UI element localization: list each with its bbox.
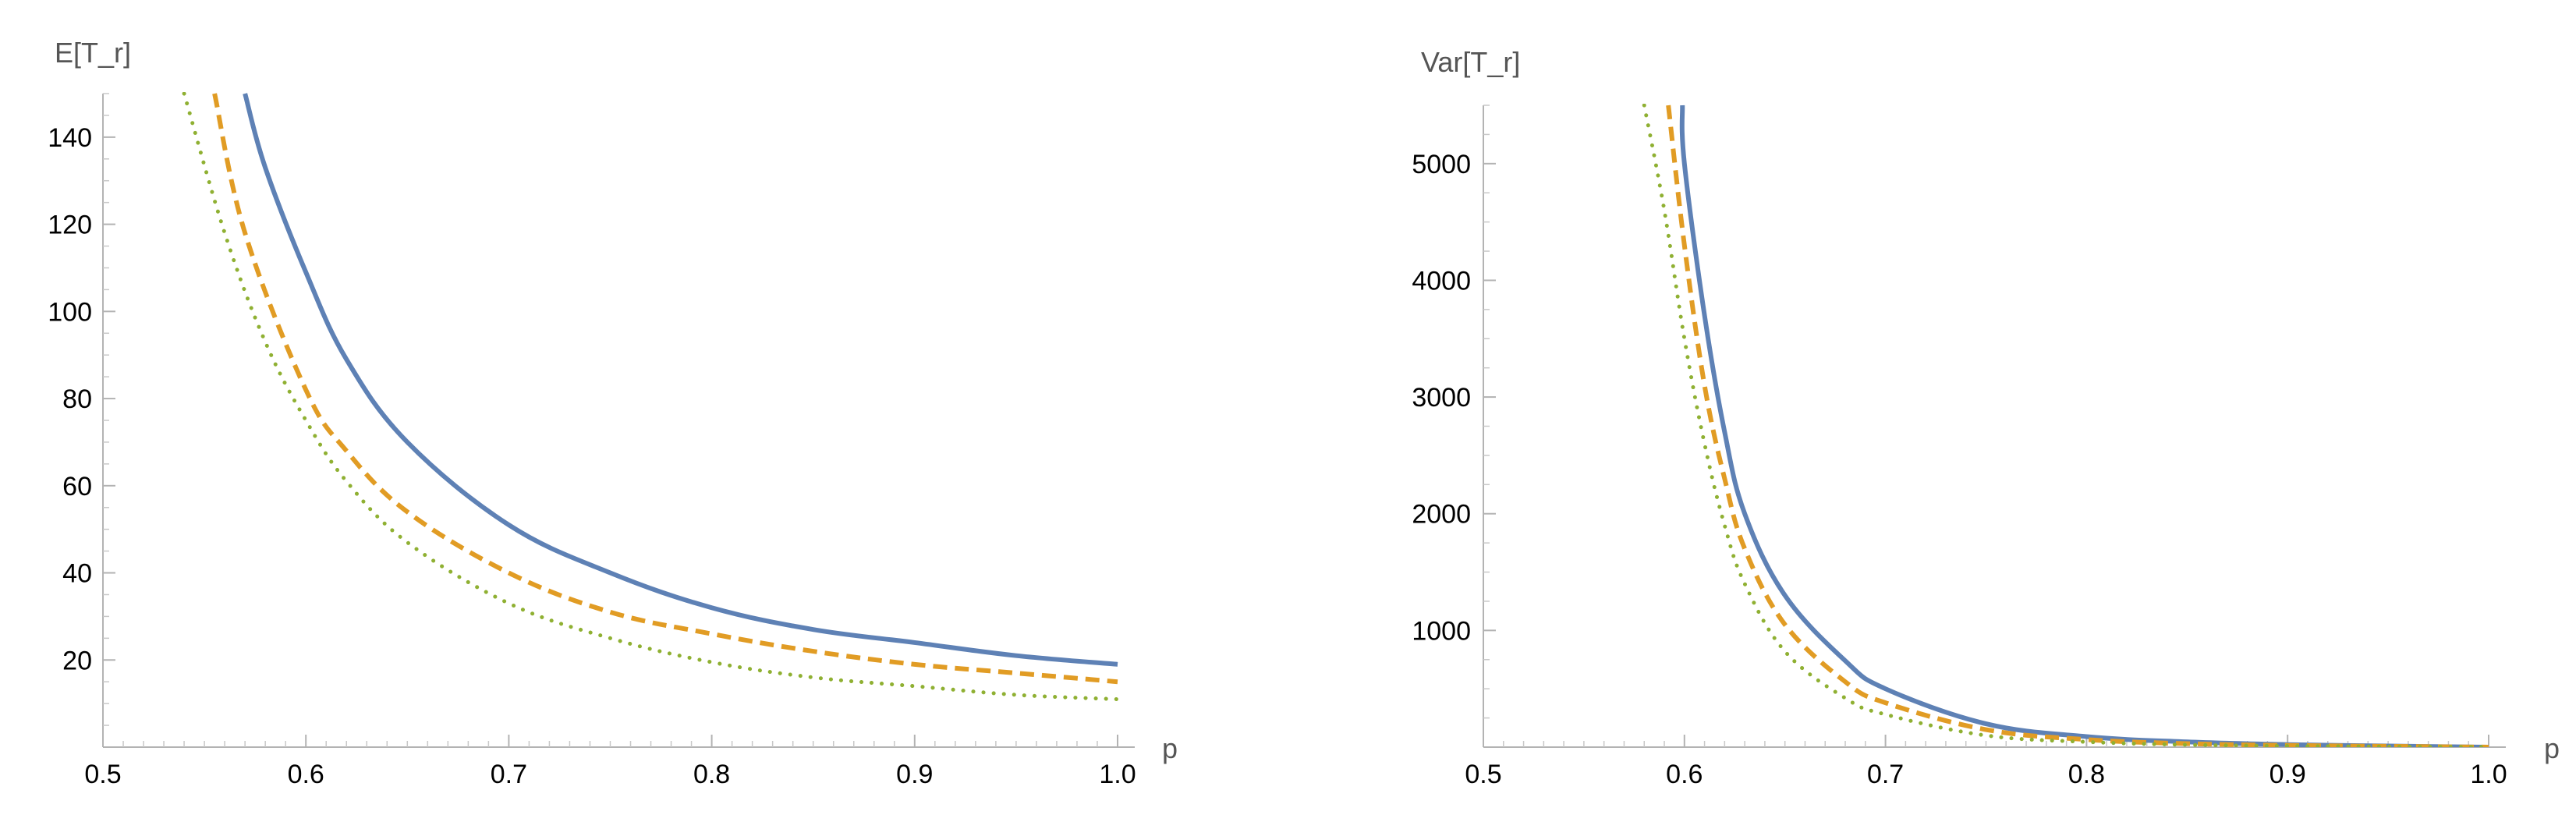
x-tick-label: 0.7 [491,760,527,789]
series-line-series-1 [243,93,1118,667]
y-tick-label: 2000 [1412,500,1471,530]
x-tick-label: 0.7 [1867,760,1904,789]
y-axis-label: Var[T_r] [1421,46,1520,78]
y-tick-label: 140 [48,123,92,153]
y-tick-label: 3000 [1412,383,1471,413]
y-tick-label: 1000 [1412,616,1471,646]
series-line-series-2 [1666,105,2489,747]
y-tick-label: 80 [62,384,92,414]
x-tick-label: 0.9 [2270,760,2306,789]
x-tick-label: 0.8 [693,760,730,789]
y-tick-label: 5000 [1412,150,1471,179]
chart-panel-1: 0.5 0.6 0.7 0.8 0.9 1.0 20 40 60 80 100 120 140 E[T_r… [48,37,1178,789]
y-axis-label: E[T_r] [55,37,131,69]
x-tick-label: 0.9 [896,760,933,789]
y-tick-label: 60 [62,472,92,501]
x-tick-label: 0.5 [84,760,121,789]
y-tick-label: 120 [48,211,92,240]
x-tick-label: 0.6 [1666,760,1703,789]
y-tick-label: 100 [48,297,92,327]
x-tick-label: 1.0 [1099,760,1136,789]
x-tick-label: 1.0 [2470,760,2507,789]
series-line-series-2 [212,93,1118,685]
chart-panel-2: 0.5 0.6 0.7 0.8 0.9 1.0 1000 2000 3000 4000 5000 Va… [1412,46,2560,789]
series-line-series-3 [1642,104,2490,747]
y-tick-label: 4000 [1412,266,1471,296]
y-tick-label: 20 [62,646,92,675]
x-tick-label: 0.8 [2068,760,2105,789]
x-axis-label: p [1162,732,1178,764]
series-line-series-3 [182,92,1119,702]
series-line-series-1 [1679,105,2489,747]
y-tick-label: 40 [62,559,92,589]
x-tick-label: 0.6 [288,760,324,789]
x-tick-label: 0.5 [1465,760,1501,789]
x-axis-label: p [2544,732,2560,764]
